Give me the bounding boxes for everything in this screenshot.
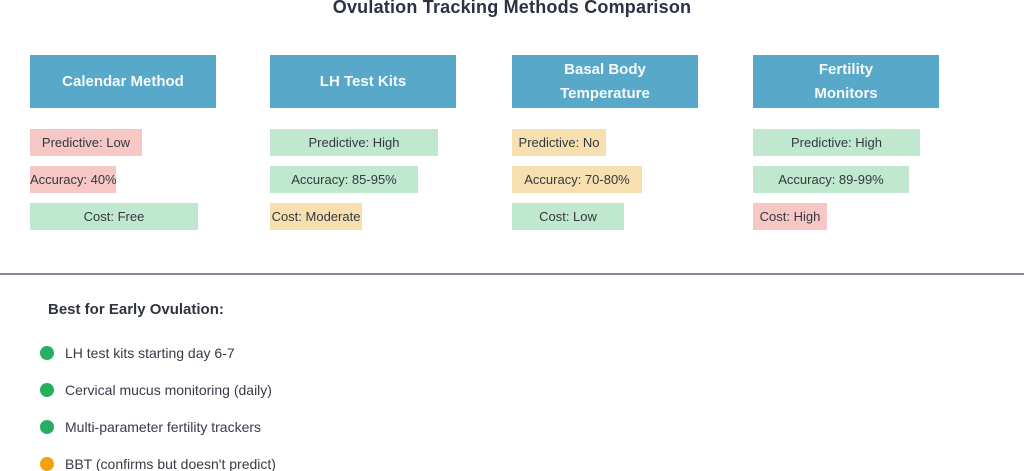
method-header-calendar: Calendar Method (30, 55, 216, 108)
method-header-basal-body-temperature: Basal Body Temperature (512, 55, 698, 108)
list-item: Multi-parameter fertility trackers (40, 408, 276, 445)
badge-predictive: Predictive: High (753, 129, 920, 156)
best-for-heading: Best for Early Ovulation: (48, 301, 224, 318)
list-item: Cervical mucus monitoring (daily) (40, 371, 276, 408)
badge-accuracy: Accuracy: 89-99% (753, 166, 909, 193)
badge-cost: Cost: Low (512, 203, 624, 230)
badge-predictive: Predictive: No (512, 129, 606, 156)
method-header-fertility-monitors: Fertility Monitors (753, 55, 939, 108)
page-title: Ovulation Tracking Methods Comparison (332, 0, 692, 17)
badge-cost: Cost: Moderate (270, 203, 362, 230)
method-header-lh-test-kits: LH Test Kits (270, 55, 456, 108)
best-for-list: LH test kits starting day 6-7 Cervical m… (40, 334, 276, 471)
bullet-dot-icon (40, 456, 54, 471)
badge-predictive: Predictive: High (270, 129, 438, 156)
badge-accuracy: Accuracy: 85-95% (270, 166, 418, 193)
list-item: BBT (confirms but doesn't predict) (40, 445, 276, 471)
list-item: LH test kits starting day 6-7 (40, 334, 276, 371)
list-item-text: BBT (confirms but doesn't predict) (65, 455, 276, 471)
badge-accuracy: Accuracy: 70-80% (512, 166, 642, 193)
bullet-dot-icon (40, 345, 54, 360)
badge-accuracy: Accuracy: 40% (30, 166, 116, 193)
badge-cost: Cost: High (753, 203, 827, 230)
badge-cost: Cost: Free (30, 203, 198, 230)
section-divider (0, 273, 1024, 275)
badge-predictive: Predictive: Low (30, 129, 142, 156)
list-item-text: Multi-parameter fertility trackers (65, 418, 262, 435)
bullet-dot-icon (40, 382, 54, 397)
bullet-dot-icon (40, 419, 54, 434)
list-item-text: LH test kits starting day 6-7 (65, 344, 235, 361)
list-item-text: Cervical mucus monitoring (daily) (65, 381, 272, 398)
